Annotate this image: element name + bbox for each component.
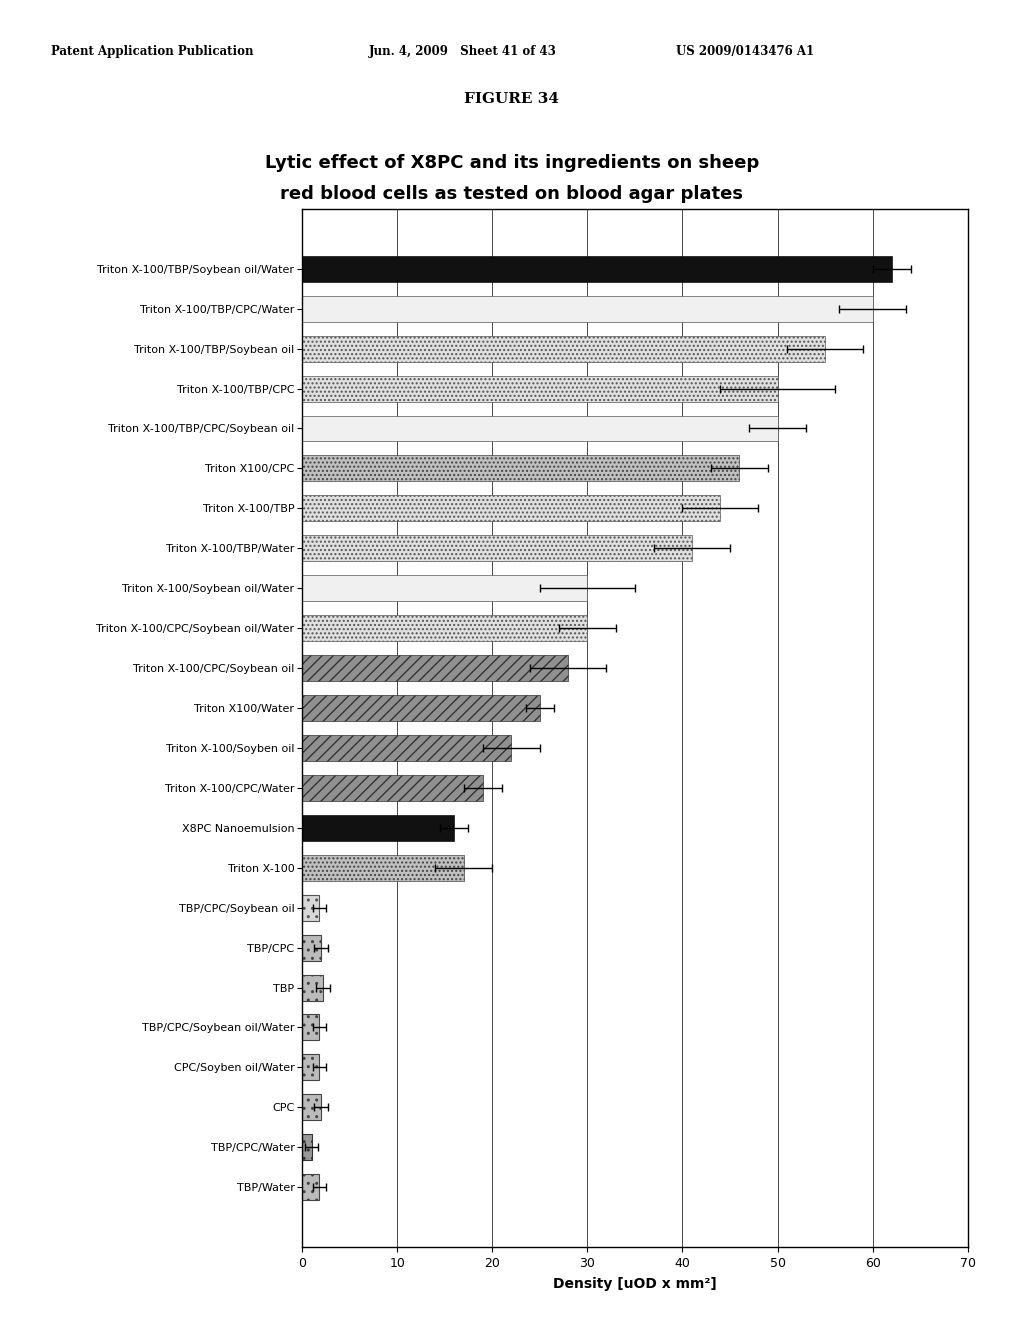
Bar [302,1094,322,1121]
Text: FIGURE 34: FIGURE 34 [465,92,559,107]
Bar [302,735,511,760]
Bar [302,814,455,841]
Bar [302,696,540,721]
Bar [302,495,721,521]
Bar [302,296,872,322]
Bar [302,376,777,401]
Bar [302,416,777,441]
Text: red blood cells as tested on blood agar plates: red blood cells as tested on blood agar … [281,185,743,203]
Bar [302,895,319,920]
Bar [302,1055,319,1080]
Bar [302,536,692,561]
Bar [302,655,568,681]
Text: US 2009/0143476 A1: US 2009/0143476 A1 [676,45,814,58]
Bar [302,775,482,801]
Bar [302,455,739,482]
Bar [302,335,825,362]
Bar [302,855,464,880]
Bar [302,1175,319,1200]
Text: Lytic effect of X8PC and its ingredients on sheep: Lytic effect of X8PC and its ingredients… [265,154,759,173]
Text: Jun. 4, 2009   Sheet 41 of 43: Jun. 4, 2009 Sheet 41 of 43 [369,45,556,58]
X-axis label: Density [uOD x mm²]: Density [uOD x mm²] [553,1276,717,1291]
Bar [302,1134,311,1160]
Bar [302,974,323,1001]
Bar [302,615,588,642]
Bar [302,1015,319,1040]
Bar [302,935,322,961]
Text: Patent Application Publication: Patent Application Publication [51,45,254,58]
Bar [302,576,588,601]
Bar [302,256,892,281]
